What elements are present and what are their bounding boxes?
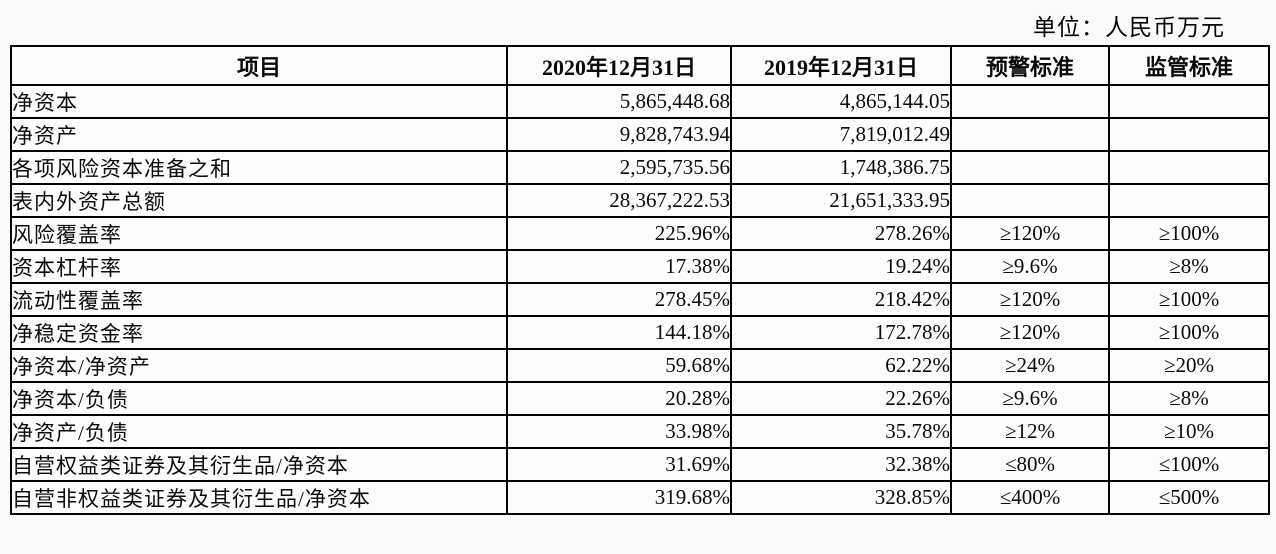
value-2020-cell: 28,367,222.53 <box>506 183 732 218</box>
warning-standard-cell: ≥120% <box>950 315 1110 350</box>
regulatory-standard-cell: ≥100% <box>1108 282 1270 317</box>
value-2020-cell: 17.38% <box>506 249 732 284</box>
item-label-cell: 自营权益类证券及其衍生品/净资本 <box>10 447 508 482</box>
warning-standard-cell: ≤400% <box>950 480 1110 515</box>
regulatory-standard-cell: ≤100% <box>1108 447 1270 482</box>
value-2020-cell: 2,595,735.56 <box>506 150 732 185</box>
table-row: 净资产/负债 33.98% 35.78% ≥12% ≥10% <box>10 414 1270 449</box>
value-2020-cell: 319.68% <box>506 480 732 515</box>
table-row: 自营非权益类证券及其衍生品/净资本 319.68% 328.85% ≤400% ≤500… <box>10 480 1270 515</box>
item-label-cell: 流动性覆盖率 <box>10 282 508 317</box>
column-header: 项目 <box>10 45 508 86</box>
table-row: 资本杠杆率 17.38% 19.24% ≥9.6% ≥8% <box>10 249 1270 284</box>
regulatory-standard-cell: ≥100% <box>1108 315 1270 350</box>
value-2020-cell: 20.28% <box>506 381 732 416</box>
value-2019-cell: 21,651,333.95 <box>730 183 952 218</box>
value-2020-cell: 31.69% <box>506 447 732 482</box>
value-2019-cell: 62.22% <box>730 348 952 383</box>
warning-standard-cell: ≥9.6% <box>950 381 1110 416</box>
item-label-cell: 风险覆盖率 <box>10 216 508 251</box>
item-label-cell: 净资本/净资产 <box>10 348 508 383</box>
item-label-cell: 净资本 <box>10 84 508 119</box>
item-label-cell: 表内外资产总额 <box>10 183 508 218</box>
warning-standard-cell: ≥120% <box>950 216 1110 251</box>
table-row: 流动性覆盖率 278.45% 218.42% ≥120% ≥100% <box>10 282 1270 317</box>
item-label-cell: 净资产/负债 <box>10 414 508 449</box>
column-header: 预警标准 <box>950 45 1110 86</box>
regulatory-standard-cell: ≥8% <box>1108 249 1270 284</box>
warning-standard-cell: ≥24% <box>950 348 1110 383</box>
warning-standard-cell: ≥9.6% <box>950 249 1110 284</box>
table-row: 净稳定资金率 144.18% 172.78% ≥120% ≥100% <box>10 315 1270 350</box>
value-2019-cell: 22.26% <box>730 381 952 416</box>
value-2019-cell: 4,865,144.05 <box>730 84 952 119</box>
value-2019-cell: 218.42% <box>730 282 952 317</box>
unit-label: 单位：人民币万元 <box>1033 15 1225 40</box>
value-2020-cell: 5,865,448.68 <box>506 84 732 119</box>
value-2020-cell: 9,828,743.94 <box>506 117 732 152</box>
value-2020-cell: 33.98% <box>506 414 732 449</box>
warning-standard-cell <box>950 84 1110 119</box>
regulatory-standard-cell: ≥10% <box>1108 414 1270 449</box>
value-2019-cell: 328.85% <box>730 480 952 515</box>
capital-adequacy-table: 项目 2020年12月31日 2019年12月31日 预警标准 监管标准 净资本 5,86… <box>10 45 1270 515</box>
table-row: 表内外资产总额 28,367,222.53 21,651,333.95 <box>10 183 1270 218</box>
value-2019-cell: 172.78% <box>730 315 952 350</box>
value-2019-cell: 19.24% <box>730 249 952 284</box>
value-2019-cell: 1,748,386.75 <box>730 150 952 185</box>
table-row: 净资产 9,828,743.94 7,819,012.49 <box>10 117 1270 152</box>
value-2019-cell: 32.38% <box>730 447 952 482</box>
value-2020-cell: 59.68% <box>506 348 732 383</box>
warning-standard-cell: ≤80% <box>950 447 1110 482</box>
table-row: 净资本 5,865,448.68 4,865,144.05 <box>10 84 1270 119</box>
regulatory-standard-cell <box>1108 84 1270 119</box>
warning-standard-cell <box>950 183 1110 218</box>
value-2020-cell: 225.96% <box>506 216 732 251</box>
table-row: 自营权益类证券及其衍生品/净资本 31.69% 32.38% ≤80% ≤100% <box>10 447 1270 482</box>
value-2019-cell: 7,819,012.49 <box>730 117 952 152</box>
regulatory-standard-cell <box>1108 117 1270 152</box>
item-label-cell: 净稳定资金率 <box>10 315 508 350</box>
regulatory-standard-cell <box>1108 150 1270 185</box>
regulatory-standard-cell <box>1108 183 1270 218</box>
item-label-cell: 净资本/负债 <box>10 381 508 416</box>
value-2019-cell: 35.78% <box>730 414 952 449</box>
item-label-cell: 各项风险资本准备之和 <box>10 150 508 185</box>
regulatory-standard-cell: ≥8% <box>1108 381 1270 416</box>
regulatory-standard-cell: ≥20% <box>1108 348 1270 383</box>
item-label-cell: 净资产 <box>10 117 508 152</box>
table-row: 净资本/负债 20.28% 22.26% ≥9.6% ≥8% <box>10 381 1270 416</box>
warning-standard-cell <box>950 117 1110 152</box>
value-2020-cell: 144.18% <box>506 315 732 350</box>
regulatory-standard-cell: ≤500% <box>1108 480 1270 515</box>
column-header: 监管标准 <box>1108 45 1270 86</box>
warning-standard-cell: ≥12% <box>950 414 1110 449</box>
item-label-cell: 资本杠杆率 <box>10 249 508 284</box>
regulatory-standard-cell: ≥100% <box>1108 216 1270 251</box>
warning-standard-cell: ≥120% <box>950 282 1110 317</box>
table-row: 风险覆盖率 225.96% 278.26% ≥120% ≥100% <box>10 216 1270 251</box>
table-header-row: 项目 2020年12月31日 2019年12月31日 预警标准 监管标准 <box>10 45 1270 86</box>
value-2020-cell: 278.45% <box>506 282 732 317</box>
table-row: 各项风险资本准备之和 2,595,735.56 1,748,386.75 <box>10 150 1270 185</box>
column-header: 2019年12月31日 <box>730 45 952 86</box>
value-2019-cell: 278.26% <box>730 216 952 251</box>
table-row: 净资本/净资产 59.68% 62.22% ≥24% ≥20% <box>10 348 1270 383</box>
warning-standard-cell <box>950 150 1110 185</box>
item-label-cell: 自营非权益类证券及其衍生品/净资本 <box>10 480 508 515</box>
column-header: 2020年12月31日 <box>506 45 732 86</box>
